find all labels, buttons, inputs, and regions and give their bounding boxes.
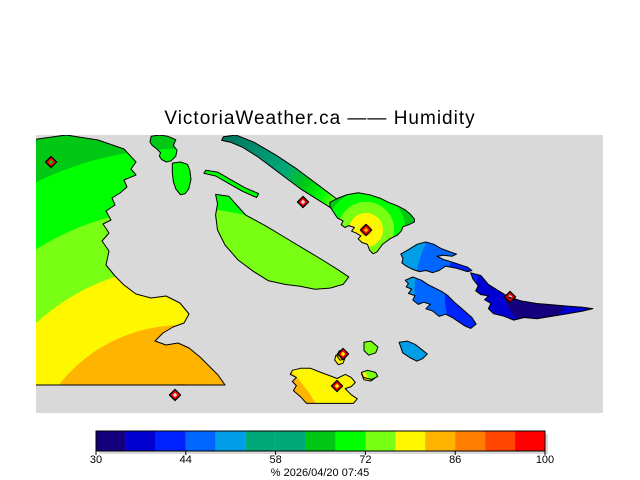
svg-text:72: 72 — [359, 454, 371, 466]
svg-text:% 2026/04/20 07:45: % 2026/04/20 07:45 — [271, 467, 369, 479]
svg-text:44: 44 — [180, 454, 192, 466]
svg-text:30: 30 — [90, 454, 102, 466]
svg-text:86: 86 — [449, 454, 461, 466]
svg-text:58: 58 — [269, 454, 281, 466]
svg-text:100: 100 — [536, 454, 554, 466]
